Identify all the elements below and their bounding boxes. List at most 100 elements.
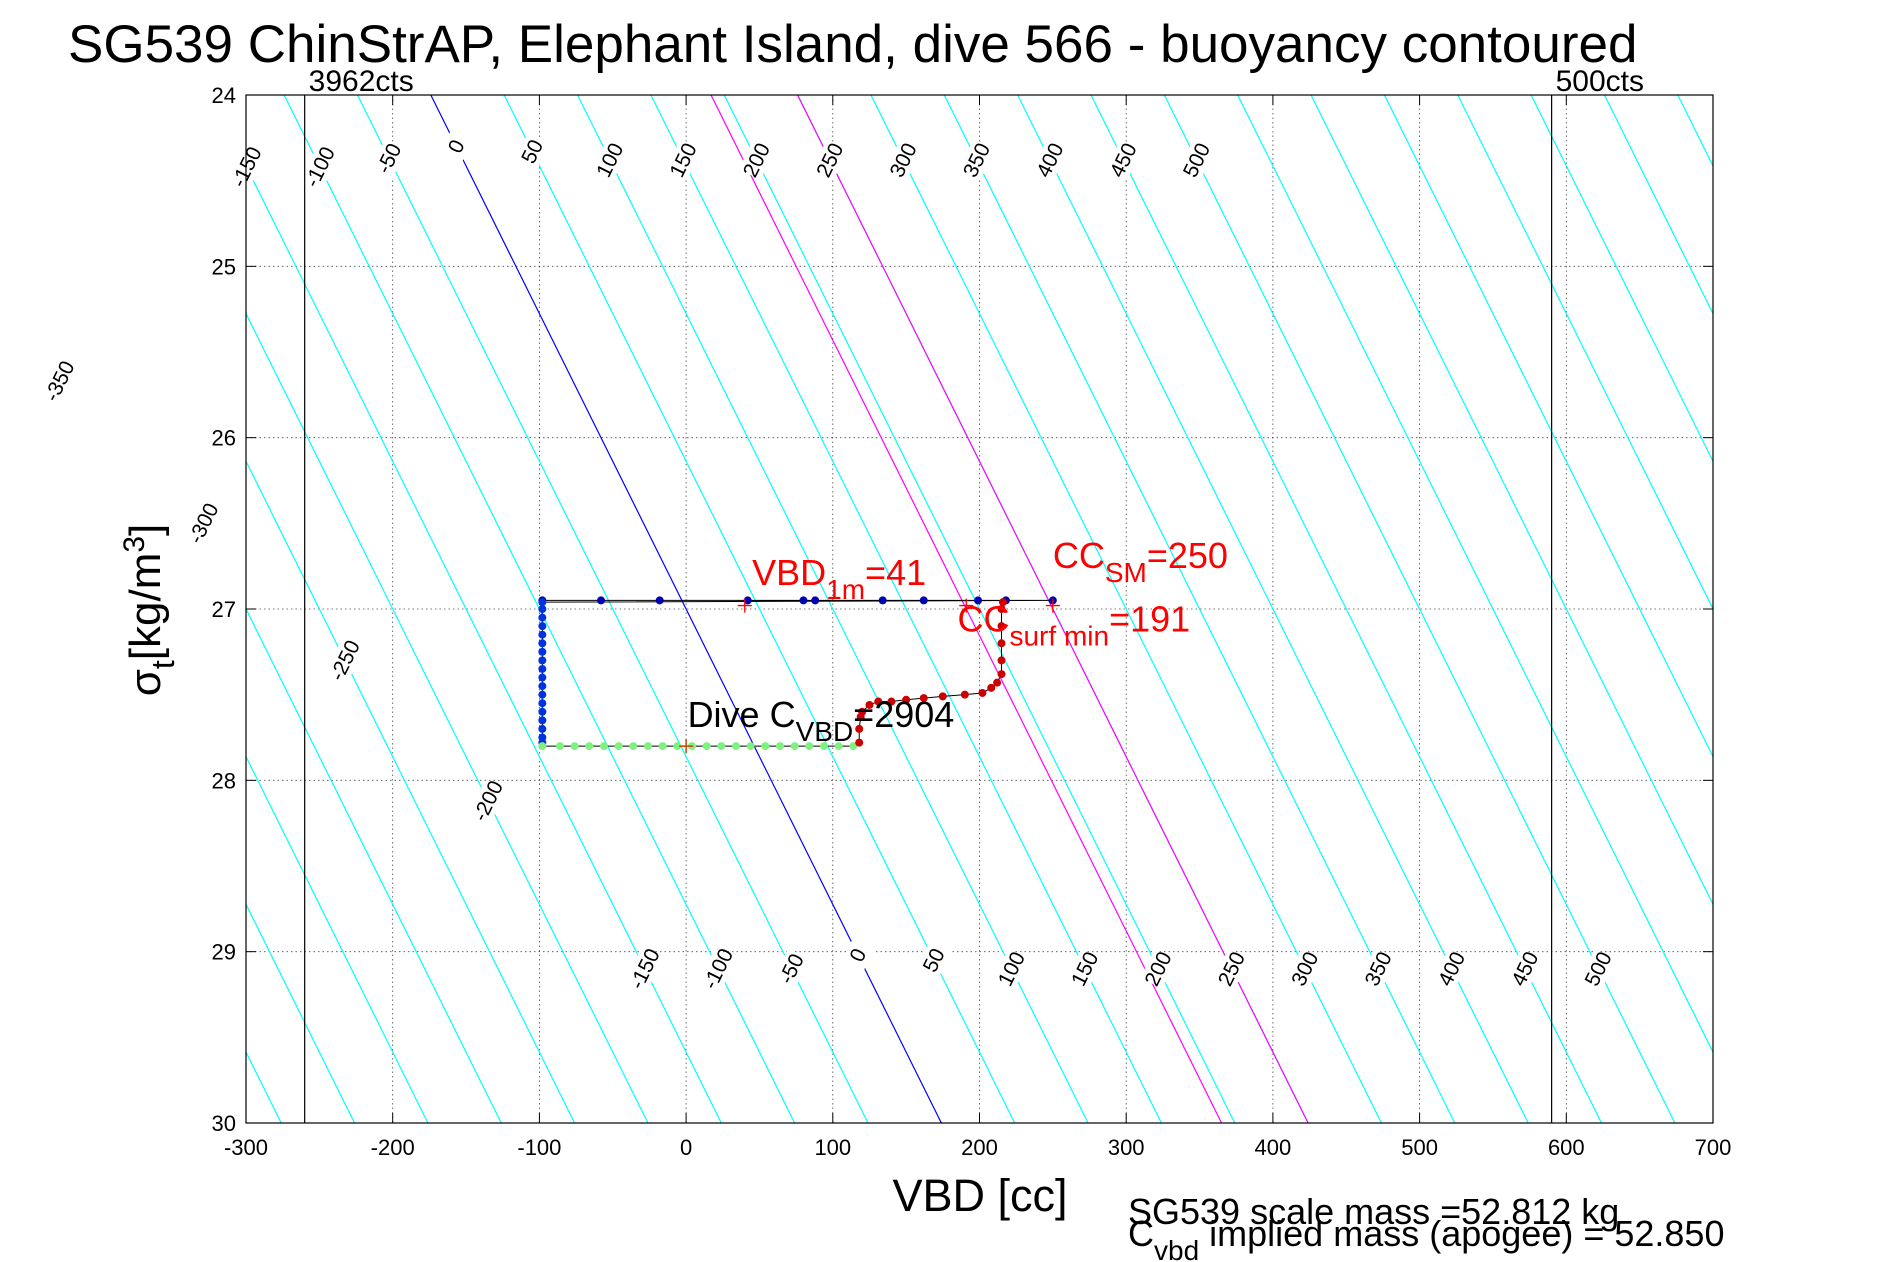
data-point (538, 742, 547, 751)
x-tick-label: 0 (680, 1135, 692, 1160)
y-tick-label: 29 (212, 940, 236, 965)
contour-line (246, 903, 356, 1123)
contour-line (246, 312, 649, 1123)
contour-line (1383, 95, 1713, 759)
data-point (790, 742, 799, 751)
contour-label-backdrop (371, 138, 407, 179)
data-point (597, 596, 606, 605)
x-tick-label: 600 (1548, 1135, 1585, 1160)
contour-line (246, 459, 576, 1123)
contour-line (723, 95, 1236, 1123)
data-point (629, 742, 638, 751)
data-point (746, 742, 755, 751)
contour-label: 150 (1067, 948, 1103, 990)
data-point (538, 673, 547, 682)
data-point (834, 742, 843, 751)
annotation-marker (737, 598, 752, 613)
data-point (538, 647, 547, 656)
contour-line (1530, 95, 1713, 463)
x-axis-label: VBD [cc] (892, 1170, 1067, 1221)
contour-label: 500 (1179, 140, 1215, 182)
contour-label-backdrop (41, 361, 78, 401)
contour-label-backdrop (885, 140, 922, 180)
contour-label-backdrop (840, 935, 876, 975)
contour-label-backdrop (1105, 140, 1142, 180)
contour-line (1017, 95, 1529, 1123)
contour-label: -50 (775, 950, 809, 987)
data-point (855, 724, 864, 733)
data-point (538, 656, 547, 665)
contour-label-backdrop (1507, 949, 1543, 989)
contour-label-backdrop (1178, 140, 1215, 180)
data-point (919, 596, 928, 605)
contour-label-backdrop (1213, 949, 1250, 989)
data-point (805, 742, 814, 751)
annotation-marker (959, 598, 974, 613)
y-axis-label: σt[kg/m3] (118, 524, 181, 697)
contour-label-backdrop (665, 140, 702, 180)
data-point (919, 694, 928, 703)
data-point (997, 622, 1006, 631)
contour-label-backdrop (626, 949, 663, 989)
contour-line (246, 607, 502, 1123)
data-point (538, 598, 547, 607)
y-tick-label: 25 (212, 254, 236, 279)
contour-label: 400 (1434, 948, 1470, 990)
data-point (761, 742, 770, 751)
contour-label: 200 (1141, 948, 1177, 990)
contour-label-backdrop (1360, 949, 1397, 989)
contour-line (1751, 95, 1891, 1123)
contour-label: 400 (1032, 140, 1068, 182)
contour-line (650, 95, 1162, 1123)
contour-line (1237, 95, 1713, 1054)
contour-label-backdrop (1287, 949, 1323, 989)
data-point (643, 742, 652, 751)
contour-label-backdrop (993, 949, 1030, 989)
data-point (987, 683, 996, 692)
data-point (614, 742, 623, 751)
x-tick-label: 200 (961, 1135, 998, 1160)
data-point (799, 596, 808, 605)
y-axis-ticks: 24 25 26 27 28 29 30 (212, 83, 1713, 1136)
contour-line (246, 755, 429, 1123)
contour-label-backdrop (470, 781, 506, 821)
x-tick-label: -300 (224, 1135, 268, 1160)
contour-line (1603, 95, 1713, 315)
data-point (974, 596, 983, 605)
contour-label-backdrop (592, 140, 628, 180)
contour-line (0, 95, 208, 1123)
data-point (599, 742, 608, 751)
contour-label: 350 (1361, 948, 1397, 990)
data-point (538, 699, 547, 708)
implied-mass-note: Cvbd implied mass (apogee) = 52.850 (1128, 1213, 1724, 1262)
count-line-label: 500cts (1556, 65, 1644, 98)
data-point (538, 690, 547, 699)
x-tick-label: 300 (1108, 1135, 1145, 1160)
data-point (997, 656, 1006, 665)
x-tick-label: 700 (1695, 1135, 1732, 1160)
data-point (855, 738, 864, 747)
contour-line (246, 164, 722, 1123)
contour-label-backdrop (514, 131, 551, 172)
data-point (538, 630, 547, 639)
data-point (538, 724, 547, 733)
dive-data-series (538, 596, 1057, 754)
annotation-label: CCSM=250 (1053, 535, 1228, 588)
contour-label: 200 (739, 140, 775, 182)
data-point (878, 596, 887, 605)
data-point (993, 678, 1002, 687)
annotation-marker (1045, 598, 1060, 613)
annotation-label: VBD1m=41 (752, 552, 926, 605)
contour-line (943, 95, 1456, 1123)
data-point (538, 613, 547, 622)
count-lines: 3962cts 500cts (304, 65, 1644, 1123)
data-point (874, 697, 883, 706)
x-tick-label: 400 (1255, 1135, 1292, 1160)
contour-label: 300 (886, 140, 922, 182)
contour-label: 250 (1214, 948, 1250, 990)
data-point (997, 639, 1006, 648)
contour-label-backdrop (1066, 949, 1103, 989)
contour-label: 450 (1507, 948, 1543, 990)
contour-label: -100 (699, 945, 738, 993)
